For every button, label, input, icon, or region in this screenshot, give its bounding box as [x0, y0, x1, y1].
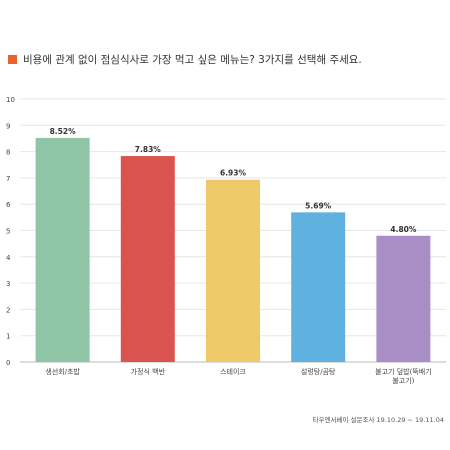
- data-label: 6.93%: [220, 169, 247, 178]
- y-tick-label: 7: [6, 175, 10, 183]
- y-tick-label: 4: [6, 254, 11, 262]
- y-tick-label: 5: [6, 228, 10, 236]
- bar: [291, 212, 346, 362]
- bar: [120, 156, 175, 362]
- y-tick-label: 6: [6, 201, 11, 209]
- y-tick-label: 0: [6, 359, 10, 367]
- source-note: 타우엔서베이 설문조사 19.10.29 ~ 19.11.04: [312, 416, 444, 424]
- chart-title-text: 비용에 관계 없이 점심식사로 가장 먹고 싶은 메뉴는? 3가지를 선택해 주…: [23, 53, 362, 66]
- x-tick-label: 스테이크: [220, 367, 246, 376]
- x-tick-label: 설렁탕/곰탕: [301, 367, 336, 376]
- y-tick-label: 1: [6, 333, 10, 341]
- data-label: 5.69%: [305, 201, 332, 210]
- x-tick-label: 생선회/초밥: [45, 367, 80, 376]
- bar: [35, 137, 90, 362]
- data-label: 7.83%: [135, 145, 162, 154]
- y-tick-label: 3: [6, 280, 10, 288]
- bar: [206, 179, 260, 362]
- data-label: 8.52%: [50, 127, 77, 136]
- data-label: 4.80%: [390, 225, 417, 234]
- y-tick-label: 2: [6, 306, 10, 314]
- y-tick-label: 9: [6, 122, 10, 130]
- y-tick-label: 10: [6, 96, 15, 104]
- x-tick-label: 불고기 덮밥(뚝배기: [375, 367, 431, 376]
- y-tick-label: 8: [6, 149, 10, 157]
- bar: [376, 235, 431, 362]
- x-tick-label: 불고기): [392, 376, 414, 385]
- chart-title: 비용에 관계 없이 점심식사로 가장 먹고 싶은 메뉴는? 3가지를 선택해 주…: [8, 50, 444, 68]
- x-tick-label: 가정식 백반: [131, 367, 166, 376]
- title-square-icon: [8, 54, 17, 64]
